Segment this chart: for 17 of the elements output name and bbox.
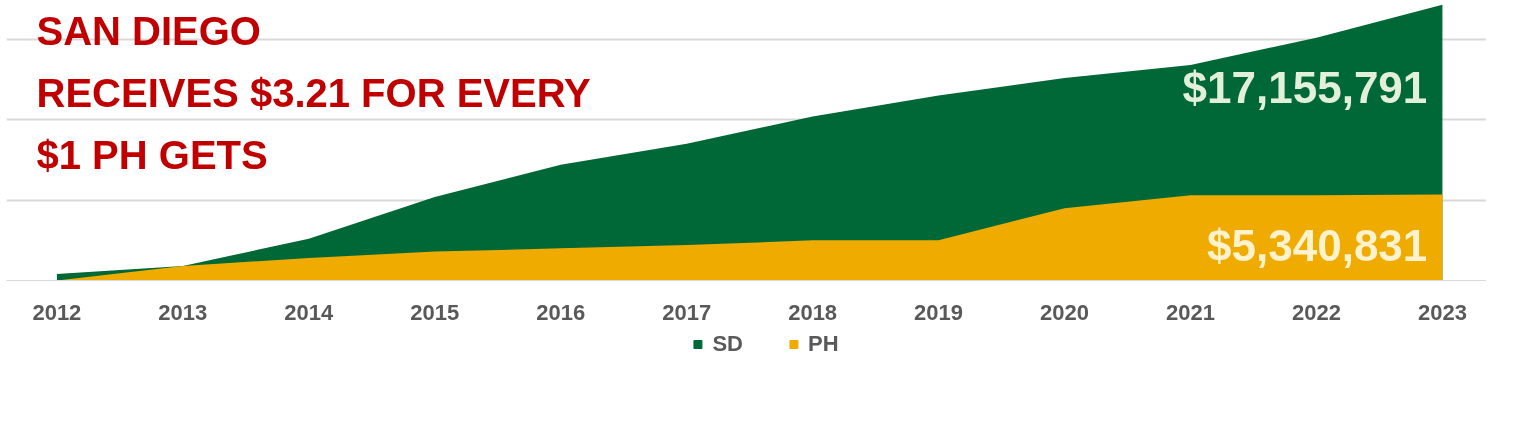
x-tick-label: 2021 bbox=[1166, 299, 1215, 325]
x-tick-label: 2022 bbox=[1291, 299, 1341, 325]
x-tick-label: 2023 bbox=[1417, 299, 1467, 325]
data-label: $17,155,791 bbox=[1182, 62, 1428, 112]
text: SAN DIEGO RECEIVES $3.21 FOR EVERY $1 PH GETS bbox=[36, 8, 592, 177]
legend-label: PH bbox=[808, 331, 839, 357]
x-tick-label: 2020 bbox=[1040, 299, 1090, 325]
data-label: $5,340,831 bbox=[1207, 220, 1428, 270]
x-tick-label: 2014 bbox=[284, 299, 335, 325]
x-tick-label: 2018 bbox=[788, 299, 838, 325]
x-tick-label: 2017 bbox=[662, 299, 712, 325]
x-tick-label: 2012 bbox=[32, 299, 82, 325]
x-tick-label: 2015 bbox=[410, 299, 460, 325]
x-tick-label: 2013 bbox=[158, 299, 208, 325]
legend-label: SD bbox=[712, 331, 743, 357]
x-tick-label: 2016 bbox=[536, 299, 586, 325]
x-tick-label: 2019 bbox=[914, 299, 964, 325]
